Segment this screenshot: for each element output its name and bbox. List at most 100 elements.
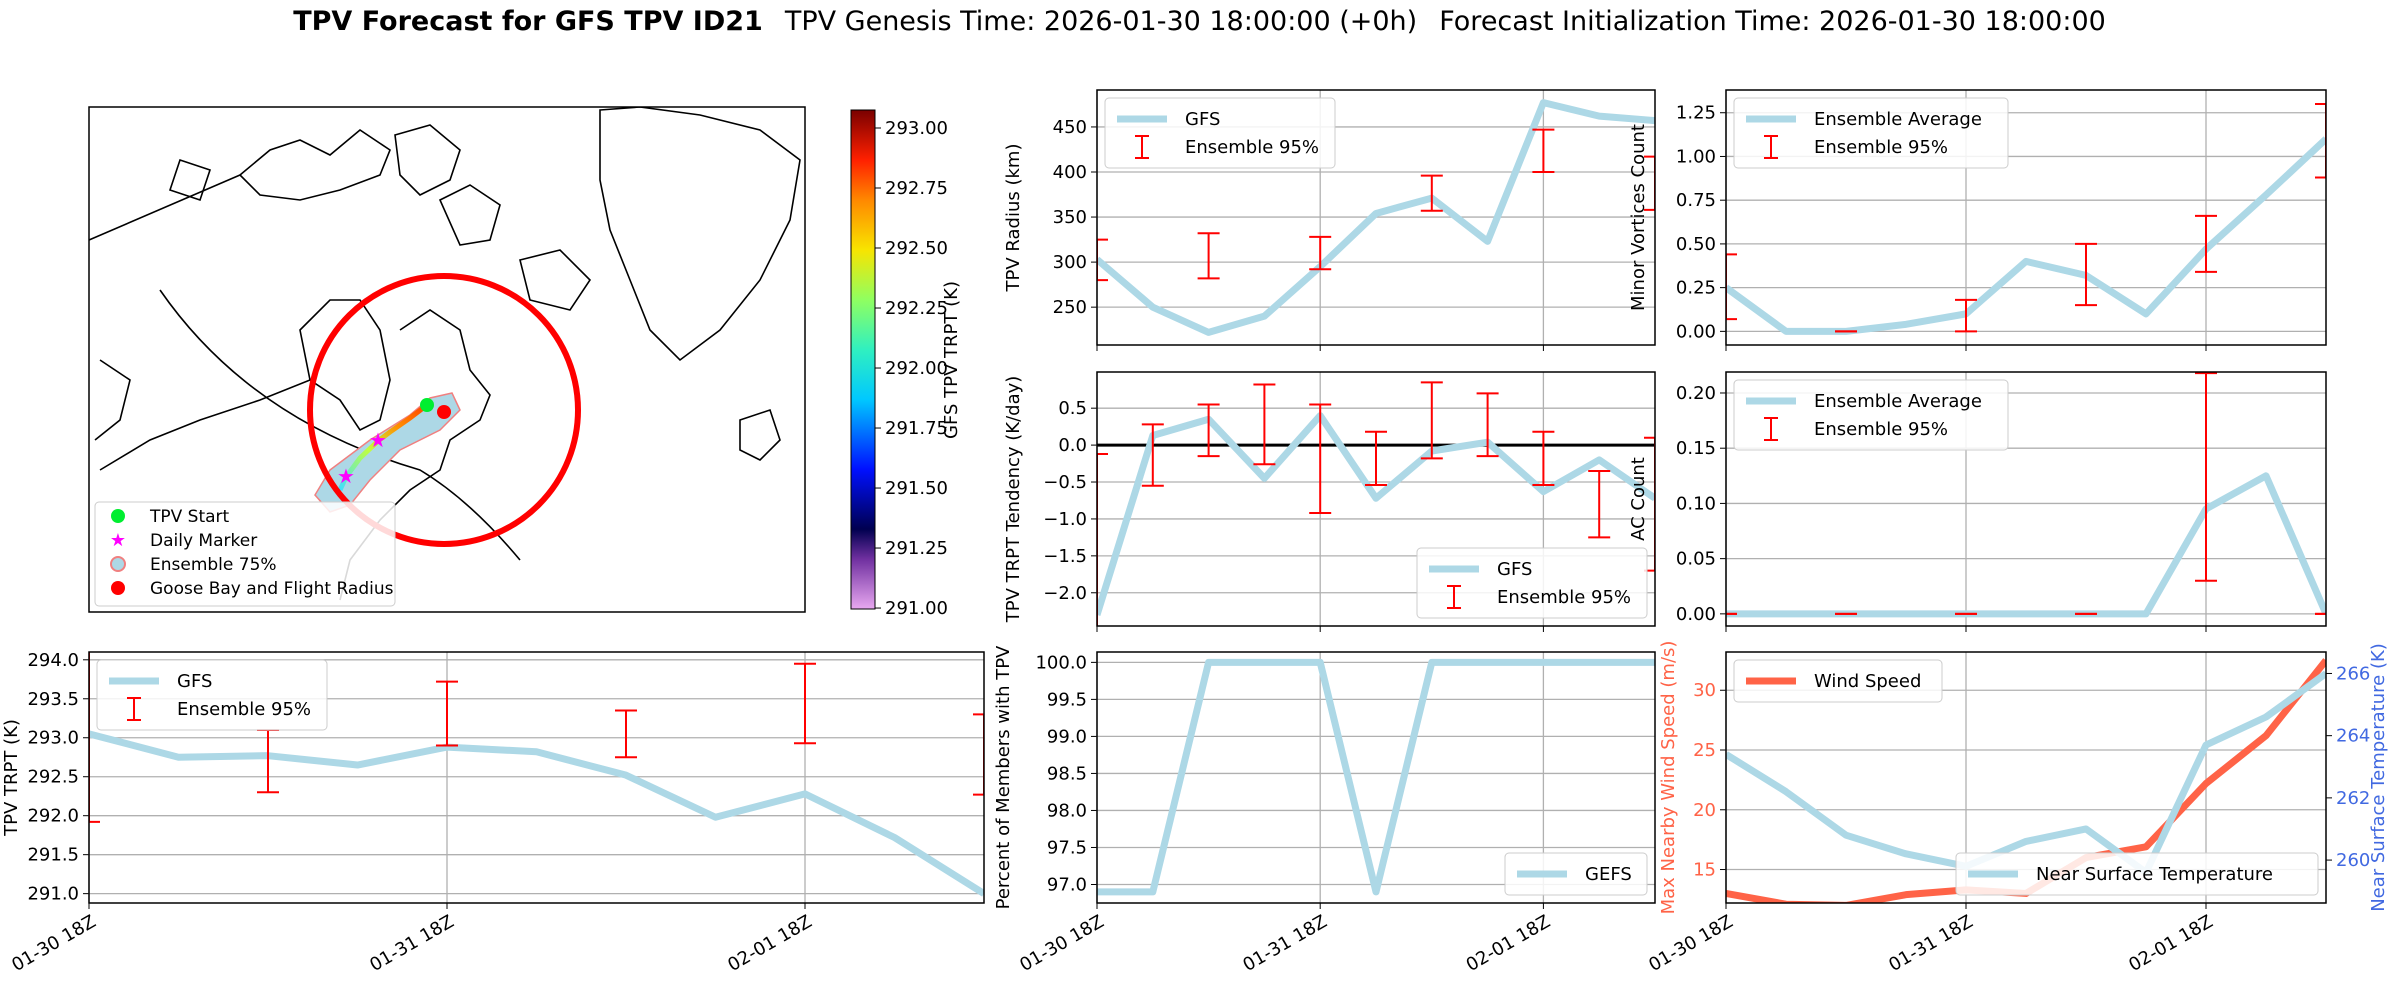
daily-marker-legend-icon: ★	[110, 530, 126, 551]
legend-box	[1733, 659, 1943, 703]
tpv-track-line	[337, 403, 429, 492]
y-tick-label: 293.0	[27, 728, 79, 749]
map-legend-tpv-start: TPV Start	[149, 507, 230, 527]
daily-marker-star-icon: ★	[369, 428, 387, 452]
axes-frame	[1096, 371, 1656, 627]
plot-area	[89, 652, 984, 897]
legend-label: Near Surface Temperature	[2036, 864, 2273, 885]
track-map: ★ ★ TPV Start ★ Daily Marker Ensemble 75…	[88, 106, 962, 619]
colorbar-tick-label: 291.50	[885, 478, 948, 499]
colorbar-tick-label: 292.75	[885, 178, 948, 199]
axes-frame	[1725, 89, 2327, 346]
legend-box	[1733, 379, 2009, 451]
y-tick-label: 292.5	[27, 767, 79, 788]
plot-area	[1097, 99, 1655, 336]
colorbar-tick-label: 292.00	[885, 358, 948, 379]
percent-chart: 97.0 97.5 98.0 98.5 99.0 99.5 100.0 01-30 18Z 01…	[993, 645, 1656, 976]
y-axis-label: Max Nearby Wind Speed (m/s)	[1658, 641, 1679, 915]
y-axis-label: TPV TRPT Tendency (K/day)	[1003, 376, 1024, 624]
x-tick-label: 01-31 18Z	[1239, 911, 1330, 976]
legend-label: Ensemble 95%	[1185, 137, 1319, 158]
y-tick-label: 0.75	[1676, 190, 1716, 211]
wind-chart: 15 20 25 30 01-30 18Z 01-31 18Z 02-01 18Z Max N…	[1645, 641, 2389, 976]
legend-box	[1955, 852, 2319, 896]
y-tick-label: 400	[1053, 162, 1087, 183]
colorbar-ticks: 291.00 291.25 291.50 291.75 292.00 292.25 292.…	[875, 118, 948, 619]
plot-area	[1726, 102, 2326, 335]
right-y-tick-label: 262	[2336, 788, 2370, 809]
y-tick-label: 300	[1053, 252, 1087, 273]
series-line-ensemble-average	[1726, 136, 2326, 335]
legend-label: Ensemble 95%	[1814, 419, 1948, 440]
ac-chart: 0.00 0.05 0.10 0.15 0.20 AC Count Ensemble Ave…	[1628, 371, 2327, 632]
y-tick-label: 0.10	[1676, 493, 1716, 514]
ensemble-legend-icon	[110, 556, 126, 572]
minor-chart: 0.00 0.25 0.50 0.75 1.00 1.25 Minor Vortices C…	[1628, 89, 2327, 351]
right-y-tick-label: 264	[2336, 726, 2370, 747]
daily-marker-star-icon: ★	[337, 464, 355, 488]
y-tick-label: 291.0	[27, 884, 79, 905]
title-init-time: Forecast Initialization Time: 2026-01-30…	[1439, 6, 2106, 37]
legend-label: GEFS	[1585, 864, 1632, 885]
y-axis-label: Minor Vortices Count	[1628, 124, 1649, 311]
map-legend: TPV Start ★ Daily Marker Ensemble 75% Go…	[94, 501, 396, 607]
x-tick-label: 01-31 18Z	[1885, 911, 1976, 976]
axes-frame	[88, 651, 985, 904]
map-legend-box	[94, 501, 396, 607]
y-tick-label: 0.05	[1676, 549, 1716, 570]
coast	[99, 379, 311, 471]
y-tick-label: 1.00	[1676, 146, 1716, 167]
series-line-gfs	[1097, 99, 1655, 336]
x-tick-label: 01-30 18Z	[8, 911, 99, 976]
colorbar-tick-label: 292.50	[885, 238, 948, 259]
y-tick-label: 20	[1693, 800, 1716, 821]
y-tick-label: 0.00	[1676, 321, 1716, 342]
y-tick-label: −1.5	[1043, 546, 1087, 567]
y-axis-label: TPV Radius (km)	[1003, 144, 1024, 293]
y-tick-label: 0.15	[1676, 438, 1716, 459]
plot-area	[1097, 658, 1655, 896]
tendency-chart: −2.0 −1.5 −1.0 −0.5 0.0 0.5 TPV TRPT Tendency …	[1003, 371, 1656, 632]
series-line-gfs	[89, 730, 984, 897]
projection-boundary-line	[89, 174, 241, 241]
colorbar-label: GFS TPV TRPT (K)	[941, 281, 962, 439]
iceland	[739, 408, 781, 461]
y-tick-label: 292.0	[27, 806, 79, 827]
y-tick-label: 99.0	[1047, 726, 1087, 747]
legend-label: Ensemble 95%	[177, 699, 311, 720]
x-tick-label: 01-30 18Z	[1645, 911, 1736, 976]
legend-label: Ensemble 95%	[1814, 137, 1948, 158]
colorbar-tick-label: 292.25	[885, 298, 948, 319]
y-tick-label: −1.0	[1043, 509, 1087, 530]
legend-label: GFS	[177, 671, 212, 692]
plot-area	[1097, 381, 1655, 626]
hudson-bay	[299, 299, 391, 432]
y-axis-label: AC Count	[1628, 457, 1649, 541]
y-tick-label: 98.5	[1047, 763, 1087, 784]
legend-label: Wind Speed	[1814, 671, 1921, 692]
axes-frame	[1725, 651, 2327, 904]
y-axis-label: Percent of Members with TPV	[993, 645, 1014, 909]
legend-label: GFS	[1497, 559, 1532, 580]
colorbar-tick-label: 291.00	[885, 598, 948, 619]
y-tick-label: 98.0	[1047, 800, 1087, 821]
y-axis-label: TPV TRPT (K)	[1, 719, 22, 837]
arctic-island	[168, 158, 212, 202]
y-tick-label: 291.5	[27, 845, 79, 866]
figure-title: TPV Forecast for GFS TPV ID21 TPV Genesis…	[0, 6, 2399, 37]
colorbar-tick-label: 293.00	[885, 118, 948, 139]
right-y-tick-label: 260	[2336, 850, 2370, 871]
axes-frame	[1725, 371, 2327, 627]
y-tick-label: 25	[1693, 740, 1716, 761]
series-line-gfs	[1097, 412, 1655, 616]
x-tick-label: 01-31 18Z	[366, 911, 457, 976]
axes-frame	[1096, 89, 1656, 346]
y-tick-label: 0.50	[1676, 234, 1716, 255]
greenland	[599, 107, 801, 362]
y-tick-label: 350	[1053, 207, 1087, 228]
x-tick-label: 02-01 18Z	[2125, 911, 2216, 976]
plot-area	[1726, 372, 2326, 618]
right-y-axis-label: Near Surface Temperature (K)	[2368, 643, 2389, 912]
y-tick-label: 15	[1693, 860, 1716, 881]
